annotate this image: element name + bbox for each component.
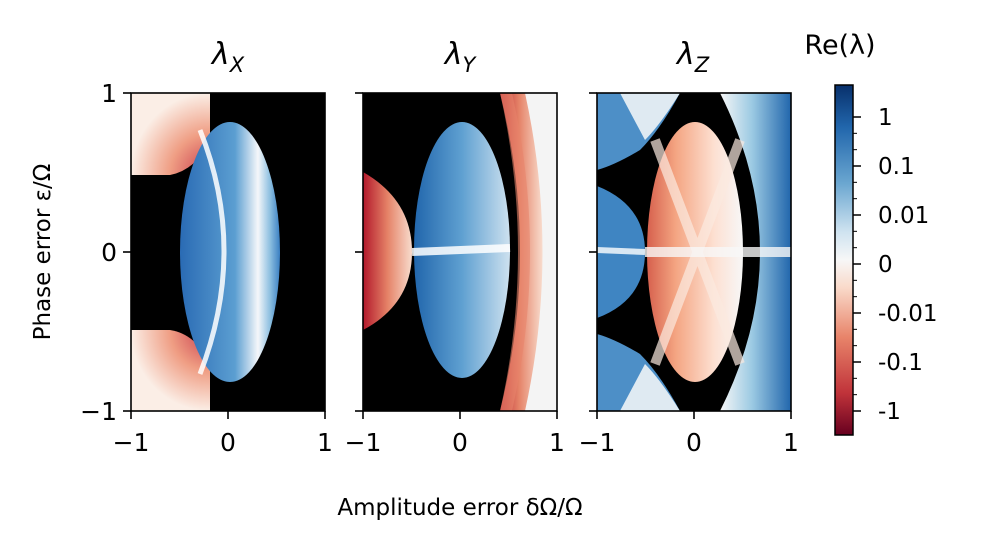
panel-lambda-x: λX [130, 37, 326, 412]
x-tick-label: 1 [317, 428, 333, 457]
colorbar-tick-label: -0.01 [878, 301, 938, 327]
colorbar-tick-label: -1 [878, 399, 901, 425]
x-axis-label: Amplitude error δΩ/Ω [337, 495, 582, 521]
panel-title-z: λZ [675, 37, 710, 77]
heatmap-lambda-y [363, 93, 557, 411]
x-tick-label: 0 [686, 428, 702, 457]
panel-lambda-y: λY [362, 37, 558, 412]
panel-lambda-z: λZ [596, 37, 792, 412]
heatmap-lambda-z [597, 93, 791, 411]
x-tick-label: 0 [220, 428, 236, 457]
colorbar-ticks: 1 0.1 0.01 0 -0.01 -0.1 -1 [853, 105, 938, 425]
colorbar: Re(λ) 1 0.1 0.01 0 -0.01 -0.1 -1 [804, 30, 938, 436]
axis-ticks: −1 0 1 −1 0 1 −1 0 1 −1 0 1 [80, 79, 799, 457]
colorbar-title: Re(λ) [804, 30, 875, 61]
y-tick-label: 1 [101, 79, 117, 108]
colorbar-tick-label: 0.1 [878, 154, 915, 180]
y-tick-label: −1 [80, 397, 117, 426]
colorbar-tick-label: -0.1 [878, 350, 923, 376]
x-tick-label: 0 [452, 428, 468, 457]
x-tick-label: −1 [345, 428, 382, 457]
colorbar-gradient [834, 84, 854, 436]
x-tick-label: 1 [783, 428, 799, 457]
y-axis-label: Phase error ε/Ω [30, 164, 56, 341]
heatmap-lambda-x [131, 93, 325, 411]
colorbar-tick-label: 0 [878, 252, 893, 278]
y-tick-label: 0 [101, 238, 117, 267]
panel-title-y: λY [443, 37, 478, 77]
x-tick-label: 1 [549, 428, 565, 457]
x-tick-label: −1 [579, 428, 616, 457]
x-tick-label: −1 [113, 428, 150, 457]
colorbar-tick-label: 0.01 [878, 203, 929, 229]
colorbar-tick-label: 1 [878, 105, 893, 131]
panel-title-x: λX [210, 37, 245, 77]
